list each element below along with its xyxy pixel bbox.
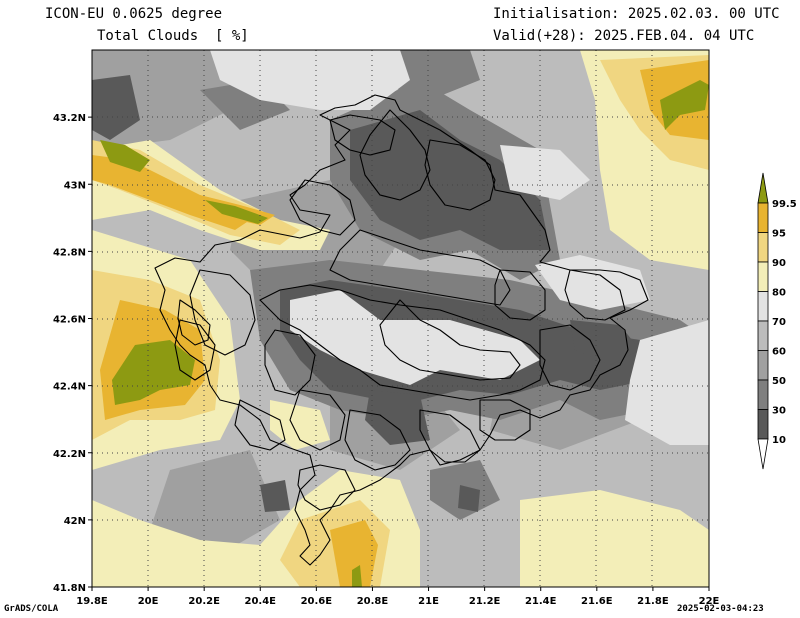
boundary-inner (494, 269, 546, 321)
lon-tick-label: 21E (418, 596, 439, 607)
credit-label: GrADS/COLA (4, 604, 59, 614)
colorbar-swatch (757, 320, 769, 351)
boundary-inner (359, 109, 431, 201)
boundary-outer (154, 94, 649, 566)
cloud-fill (92, 155, 250, 230)
colorbar-swatch (757, 409, 769, 440)
model-title: ICON-EU 0.0625 degree (45, 6, 223, 22)
boundary-inner (539, 324, 601, 391)
colorbar-swatch (757, 202, 769, 233)
lon-tick-label: 20.6E (301, 596, 333, 607)
colorbar-label: 30 (772, 406, 786, 417)
colorbar-swatch (757, 350, 769, 381)
boundary-inner (234, 399, 286, 451)
cloud-fill (520, 490, 709, 587)
boundary-inner (289, 179, 356, 236)
colorbar-swatch (757, 379, 769, 410)
boundary-inner (264, 329, 316, 396)
colorbar-label: 10 (772, 435, 786, 446)
colorbar-label: 99.5 (772, 199, 797, 210)
cloud-fill (92, 75, 140, 140)
cloud-fill (150, 450, 280, 560)
cloud-field (92, 50, 709, 587)
lon-tick-label: 21.6E (581, 596, 613, 607)
cloud-fill (350, 110, 550, 250)
lon-axis: 19.8E 20E 20.2E 20.4E 20.6E 20.8E 21E 21.2E 21.4… (76, 587, 720, 607)
colorbar-swatch (757, 438, 769, 470)
render-timestamp: 2025-02-03-04:23 (677, 604, 764, 614)
colorbar-swatch (757, 232, 769, 263)
boundary-inner (419, 409, 481, 463)
lat-axis: 43.2N 43N 42.8N 42.6N 42.4N 42.2N 42N 41.8N (53, 113, 92, 594)
boundary-inner (379, 299, 521, 381)
colorbar-label: 50 (772, 376, 786, 387)
cloud-fill (458, 485, 480, 512)
lat-tick-label: 42.8N (53, 247, 86, 258)
boundary-inner (174, 319, 216, 381)
cloud-fill (352, 565, 362, 587)
cloud-fill (270, 400, 330, 450)
colorbar-label: 70 (772, 317, 786, 328)
colorbar-label: 95 (772, 229, 786, 240)
colorbar-label: 90 (772, 258, 786, 269)
initialisation-time: Initialisation: 2025.02.03. 00 UTC (493, 6, 780, 22)
colorbar-swatch (757, 261, 769, 292)
lon-tick-label: 19.8E (76, 596, 108, 607)
cloud-fill (330, 520, 378, 587)
boundary-inner (424, 139, 496, 211)
colorbar: 99.5 95 90 80 70 60 50 30 10 (757, 172, 797, 470)
cloud-fill (290, 290, 540, 385)
lat-tick-label: 42.4N (53, 382, 86, 393)
cloud-fill (570, 320, 640, 365)
boundary-inner (259, 284, 546, 401)
cloud-fill (100, 140, 150, 172)
lon-tick-label: 20.4E (245, 596, 277, 607)
boundary-inner (177, 299, 211, 346)
cloud-fill (365, 390, 430, 445)
field-title: Total Clouds [ %] (97, 28, 249, 44)
cloud-fill (500, 145, 590, 200)
lon-tick-label: 21.4E (525, 596, 557, 607)
colorbar-label: 60 (772, 347, 786, 358)
cloud-fill (205, 200, 268, 224)
boundary-inner (289, 389, 346, 451)
lon-tick-label: 21.8E (637, 596, 669, 607)
lat-tick-label: 42.2N (53, 449, 86, 460)
lon-tick-label: 20.2E (188, 596, 220, 607)
lon-tick-label: 22E (699, 596, 720, 607)
boundary-inner (329, 229, 511, 306)
valid-time: Valid(+28): 2025.FEB.04. 04 UTC (493, 28, 755, 44)
lat-tick-label: 42N (64, 516, 86, 527)
lat-tick-label: 43.2N (53, 113, 86, 124)
lat-tick-label: 42.6N (53, 315, 86, 326)
lon-tick-label: 20.8E (357, 596, 389, 607)
boundary-inner (329, 114, 396, 156)
boundary-inner (564, 269, 626, 321)
boundary-inner (479, 399, 531, 441)
lat-tick-label: 41.8N (53, 583, 86, 594)
boundary-inner (297, 464, 356, 511)
lat-tick-label: 43N (64, 180, 86, 191)
colorbar-swatch (757, 291, 769, 322)
cloud-fill (260, 480, 290, 512)
cloud-fill (625, 320, 709, 445)
boundary-inner (344, 409, 411, 471)
colorbar-swatch (757, 172, 769, 204)
cloud-fill (112, 340, 195, 405)
boundary-inner (189, 269, 256, 356)
lon-tick-label: 20E (138, 596, 159, 607)
colorbar-label: 80 (772, 288, 786, 299)
lon-tick-label: 21.2E (469, 596, 501, 607)
boundaries (154, 94, 649, 566)
